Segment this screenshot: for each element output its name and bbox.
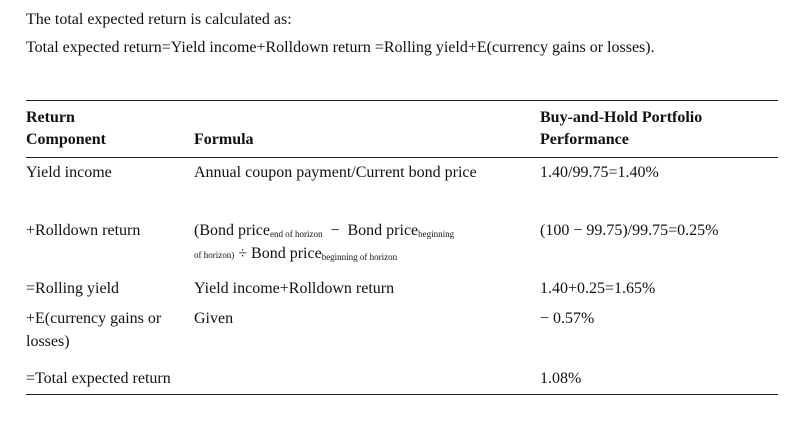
header-formula: Formula [194, 131, 254, 148]
table-row: =Rolling yield Yield income+Rolldown ret… [26, 275, 778, 307]
intro-text: The total expected return is calculated … [26, 6, 776, 62]
header-performance-line1: Buy-and-Hold Portfolio [540, 109, 703, 126]
header-performance-line2: Performance [540, 131, 629, 148]
table-row: =Total expected return 1.08% [26, 365, 778, 395]
formula-text: Bond price [247, 245, 322, 262]
header-component: Return Component [26, 101, 194, 158]
table-row: +Rolldown return (Bond priceend of horiz… [26, 219, 778, 275]
header-component-line1: Return [26, 109, 75, 126]
rolldown-formula-line2: of horizon) ÷ Bond pricebeginning of hor… [194, 242, 540, 265]
row-formula: Given [194, 310, 234, 327]
divide-operator: ÷ [238, 245, 248, 262]
rolldown-formula-line1: (Bond priceend of horizon − Bond pricebe… [194, 219, 540, 242]
row-component: Yield income [26, 164, 112, 181]
formula-text: (Bond price [194, 222, 270, 239]
formula-subscript: beginning of horizon [321, 252, 398, 262]
row-performance: 1.40+0.25=1.65% [540, 280, 656, 297]
table-row: +E(currency gains or losses) Given − 0.5… [26, 307, 778, 365]
intro-line-2: Total expected return=Yield income+Rolld… [26, 39, 655, 56]
row-performance: (100 − 99.75)/99.75=0.25% [540, 222, 719, 239]
row-performance: − 0.57% [540, 310, 595, 327]
row-formula: Annual coupon payment/Current bond price [194, 164, 477, 181]
row-performance: 1.08% [540, 370, 582, 387]
row-component: +E(currency gains or losses) [26, 310, 162, 350]
header-component-line2: Component [26, 131, 107, 148]
intro-line-1: The total expected return is calculated … [26, 11, 292, 28]
row-component: =Total expected return [26, 370, 171, 387]
formula-subscript: beginning [418, 229, 455, 239]
row-formula: (Bond priceend of horizon − Bond pricebe… [194, 219, 540, 275]
row-component: +Rolldown return [26, 222, 141, 239]
formula-text: Bond price [343, 222, 419, 239]
minus-operator: − [330, 222, 340, 239]
row-component: =Rolling yield [26, 280, 120, 297]
table-header-row: Return Component Formula Buy-and-Hold Po… [26, 100, 778, 158]
row-performance: 1.40/99.75=1.40% [540, 164, 659, 181]
formula-subscript: of horizon) [194, 250, 235, 260]
header-performance: Buy-and-Hold Portfolio Performance [540, 101, 778, 158]
formula-subscript: end of horizon [269, 229, 323, 239]
row-formula: Yield income+Rolldown return [194, 280, 395, 297]
return-components-table: Return Component Formula Buy-and-Hold Po… [26, 100, 778, 395]
table-row: Yield income Annual coupon payment/Curre… [26, 158, 778, 220]
